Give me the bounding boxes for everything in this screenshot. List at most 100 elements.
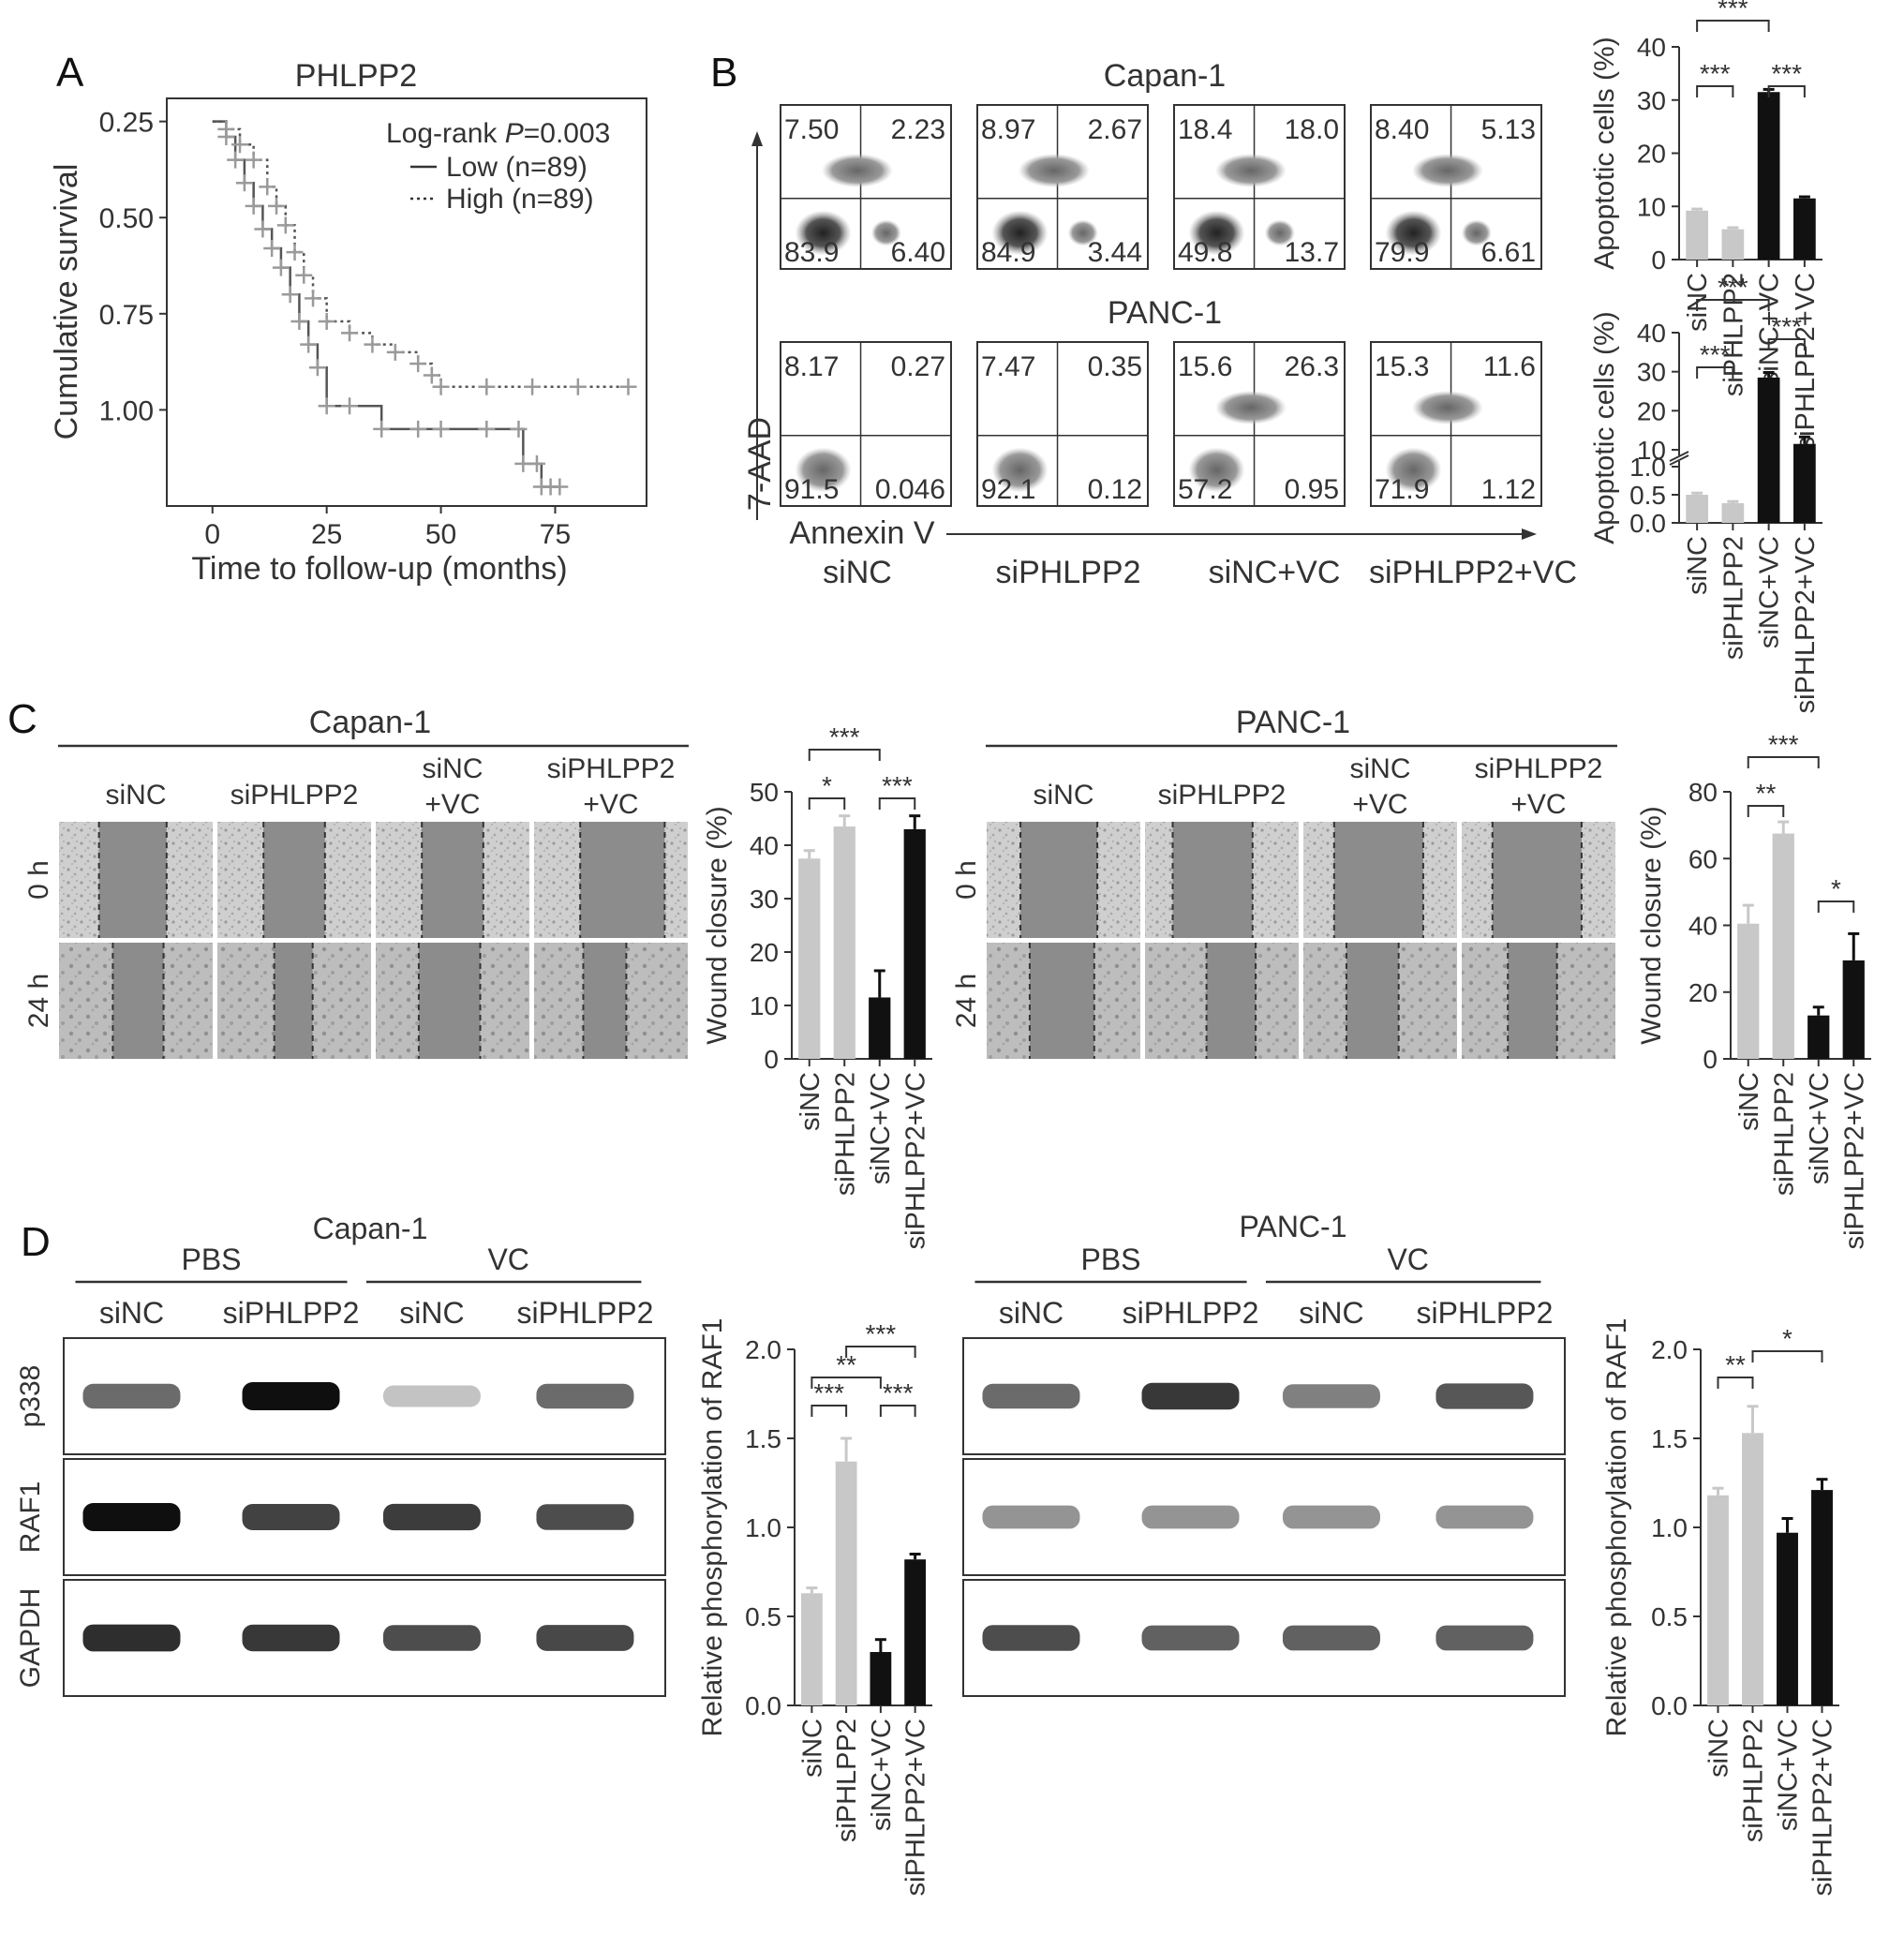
flow-quad-lr: 3.44 [1088,237,1142,268]
bar-ytick-label: 30 [1637,358,1666,387]
significance-label: *** [1771,312,1802,341]
bar-siPHLPP2+VC [903,828,926,1059]
bar-category-label: siNC [796,1072,826,1131]
bar-ytick-label: 20 [1637,396,1666,425]
bar-ytick-label: 10 [1637,436,1666,465]
panel-letter-b: B [710,50,737,96]
flow-population-live [1188,210,1245,256]
km-censor-mark [318,313,335,331]
bar-ytick-label: 0.5 [1629,481,1666,510]
bar-siNC [1686,210,1708,260]
flow-population-live [1188,447,1245,493]
flow-y-arrowhead [751,131,763,146]
significance-bracket [811,1377,882,1389]
scratch-col-label: +VC [1352,789,1407,820]
km-censor-mark [263,240,281,258]
bar-siPHLPP2+VC [1793,198,1816,260]
bar-category-label: siNC [1734,1072,1764,1131]
km-censor-mark [524,378,542,395]
blot-band [1141,1505,1240,1529]
flow-row-panc-title: PANC-1 [1108,295,1222,331]
scratch-wound-gap [418,943,481,1059]
flow-quad-lr: 1.12 [1481,474,1536,505]
blot-lane-label: siNC [1299,1296,1363,1330]
bar-category-label: siNC+VC [867,1719,897,1831]
scratch-wound-gap [580,822,665,938]
significance-bracket [1747,756,1820,768]
significance-bracket [1767,338,1806,350]
bar-category-label: siPHLPP2 [1718,536,1748,660]
significance-bracket [845,1346,916,1358]
km-censor-mark [551,478,569,496]
km-censor-mark [227,151,245,169]
flow-quad-ul: 7.50 [784,114,839,145]
bar-category-label: siNC [797,1719,827,1778]
blot-band-label: RAF1 [15,1481,46,1554]
significance-label: * [1831,874,1841,903]
blot-band [242,1382,340,1410]
western-blots: Capan-1 PBS VC siNC siPHLPP2 siNC siPHLPP2 p338… [15,1210,1566,1697]
scratch-col-label: siPHLPP2 [547,753,676,784]
blot-band [1435,1383,1534,1409]
bar-siNC+VC [1807,1015,1830,1059]
bar-siNC+VC [1757,92,1780,260]
chart-wound-capan: 0 10 20 30 40 50 siNC siPHLPP2 siNC+VC siPHLPP2+V… [702,722,932,1249]
flow-population-live [1385,447,1442,493]
bar-siPHLPP2+VC [1793,443,1816,523]
blot-lane-label: siNC [999,1296,1064,1330]
bar-ytick-label: 40 [750,831,779,860]
scratch-wound-gap [1492,822,1582,938]
bar-ylabel: Apoptotic cells (%) [1589,37,1620,269]
scratch-col-label: siPHLPP2 [1158,780,1287,811]
blot-band-label: p338 [15,1365,46,1428]
blot-band [242,1504,340,1530]
bar-ytick-label: 0 [1703,1045,1718,1074]
bar-category-label: siNC [1704,1719,1734,1778]
significance-bracket [1747,805,1785,817]
km-censor-mark [528,454,545,472]
scratch-time-label: 0 h [951,860,982,900]
flow-population-live [795,447,852,493]
flow-quad-ur: 0.35 [1088,351,1142,382]
km-plot-frame [166,97,647,507]
flow-quad-ul: 8.40 [1375,114,1429,145]
scratch-time-label: 24 h [951,974,982,1028]
km-censor-mark [409,355,427,373]
flow-quad-ur: 18.0 [1285,114,1339,145]
significance-bracket [1717,1377,1754,1389]
significance-label: *** [866,1319,897,1348]
blot-band [536,1504,634,1530]
significance-bracket [1751,1350,1823,1362]
scratch-time-label: 0 h [23,860,54,900]
blot-lane-label: siPHLPP2 [1417,1296,1554,1330]
scratch-wound-gap [1029,943,1094,1059]
km-xtick-label: 25 [311,519,342,550]
bar-category-label: siNC+VC [1774,1719,1804,1831]
km-ytick-label: 1.00 [99,395,154,426]
bar-ytick-label: 20 [1637,140,1666,169]
flow-population-live [1385,210,1442,256]
blot-lane-label: siNC [399,1296,464,1330]
bar-ytick-label: 10 [750,991,779,1020]
bar-ytick-label: 1.5 [745,1424,781,1453]
bar-ytick-label: 10 [1637,192,1666,221]
flow-quad-ul: 15.6 [1178,351,1232,382]
scratch-wound-gap [1206,943,1257,1059]
km-censor-mark [305,290,322,307]
flow-quad-ul: 8.17 [784,351,839,382]
bar-siNC [800,1593,823,1705]
km-censor-mark [281,286,299,304]
bar-siPHLPP2+VC [904,1559,927,1705]
bar-category-label: siPHLPP2+VC [900,1072,930,1249]
km-censor-mark [308,359,326,377]
significance-bracket [1696,366,1734,379]
significance-bracket [1696,20,1770,32]
flow-group-siphlpp2-vc: siPHLPP2+VC [1369,555,1577,590]
significance-label: *** [1718,0,1748,22]
bar-siPHLPP2 [1742,1433,1763,1705]
km-xtick-label: 75 [540,519,571,550]
bar-ytick-label: 0 [764,1045,779,1074]
bar-ytick-label: 1.0 [745,1513,781,1542]
